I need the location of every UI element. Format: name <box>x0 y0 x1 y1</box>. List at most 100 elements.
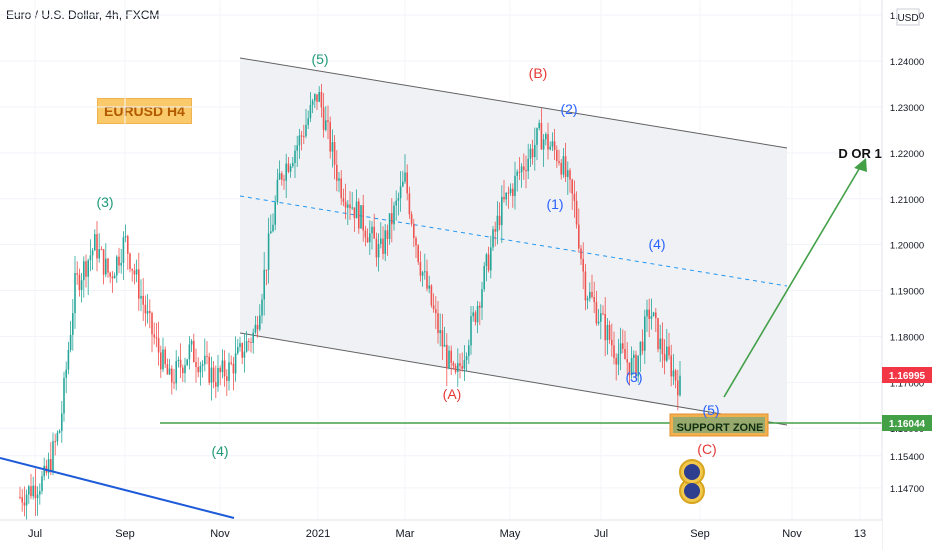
x-tick-label: Jul <box>28 528 42 540</box>
candle-body <box>272 224 274 232</box>
candle-body <box>65 369 67 378</box>
candle-body <box>487 254 490 271</box>
candle-body <box>490 247 492 271</box>
candle-body <box>505 192 507 200</box>
candle-body <box>417 245 419 262</box>
candle-body <box>452 362 455 366</box>
candle-body <box>61 413 63 431</box>
candle-body <box>195 362 197 368</box>
candle-body <box>23 502 26 506</box>
candle-body <box>76 273 78 275</box>
price-axis[interactable] <box>882 0 932 550</box>
candle-body <box>265 269 268 271</box>
y-tick-label: 1.23000 <box>890 103 924 114</box>
candle-body <box>124 236 127 238</box>
candle-body <box>263 269 265 300</box>
y-tick-label: 1.15400 <box>890 452 924 463</box>
candle-body <box>133 270 136 275</box>
candle-body <box>226 376 228 381</box>
wave-label: (1) <box>546 196 563 212</box>
candle-body <box>626 359 628 363</box>
candle-body <box>624 348 626 360</box>
candle-body <box>320 92 323 108</box>
candle-body <box>256 324 259 330</box>
candle-body <box>476 305 479 323</box>
wave-label: (2) <box>560 101 577 117</box>
candle-body <box>386 230 389 239</box>
wave-label: (3) <box>625 369 642 385</box>
candle-body <box>639 341 642 356</box>
candle-body <box>142 295 144 305</box>
eu-flag-icon <box>684 483 700 499</box>
candle-body <box>212 367 215 383</box>
candle-body <box>122 237 125 263</box>
candle-body <box>100 249 103 251</box>
candle-body <box>215 382 217 387</box>
candle-body <box>551 141 554 147</box>
candle-body <box>140 295 142 299</box>
candle-body <box>380 238 382 245</box>
candle-body <box>305 124 307 137</box>
candle-body <box>270 231 272 234</box>
candle-body <box>558 161 560 163</box>
candle-body <box>52 441 54 471</box>
candle-body <box>589 291 591 299</box>
candle-body <box>619 343 622 354</box>
wave-label: (5) <box>702 402 719 418</box>
candle-body <box>188 344 191 360</box>
candle-body <box>472 312 474 317</box>
candle-body <box>118 256 120 266</box>
candle-body <box>540 122 543 150</box>
candle-body <box>569 170 571 180</box>
candle-body <box>630 357 633 376</box>
candle-body <box>494 229 496 232</box>
candle-body <box>615 357 617 365</box>
candle-body <box>80 280 83 290</box>
candle-body <box>560 162 562 175</box>
candle-body <box>538 122 540 129</box>
candle-body <box>127 236 129 254</box>
candle-body <box>545 134 547 140</box>
candle-body <box>520 166 523 173</box>
candle-body <box>507 192 510 194</box>
candle-body <box>349 204 351 209</box>
candle-body <box>553 141 556 151</box>
candle-body <box>109 272 111 277</box>
candle-body <box>166 364 169 375</box>
candle-body <box>358 201 360 229</box>
candle-body <box>155 337 158 339</box>
candle-body <box>424 271 426 273</box>
candle-body <box>252 332 254 343</box>
candle-body <box>428 285 430 289</box>
candle-body <box>292 162 294 167</box>
candle-body <box>230 362 232 364</box>
candle-body <box>138 269 140 299</box>
time-axis[interactable] <box>0 520 882 550</box>
candle-body <box>415 238 417 246</box>
candle-body <box>210 367 213 383</box>
candle-body <box>375 238 378 258</box>
candle-body <box>351 207 353 209</box>
candle-body <box>450 350 452 363</box>
candle-body <box>21 497 23 503</box>
candle-body <box>399 186 402 199</box>
y-tick-label: 1.24000 <box>890 57 924 68</box>
candle-body <box>474 312 477 323</box>
candle-body <box>254 324 257 333</box>
candle-body <box>311 100 314 105</box>
candle-body <box>648 309 650 319</box>
candle-body <box>459 363 461 366</box>
candle-body <box>63 377 65 414</box>
candle-body <box>94 234 96 251</box>
candle-body <box>333 142 336 165</box>
candle-body <box>228 362 230 381</box>
candle-body <box>448 350 450 369</box>
y-tick-label: 1.21000 <box>890 195 924 206</box>
candle-body <box>679 375 681 396</box>
candle-body <box>470 316 472 346</box>
candle-body <box>146 310 149 314</box>
candle-body <box>289 166 292 172</box>
candle-body <box>241 343 243 358</box>
candle-body <box>190 340 193 345</box>
